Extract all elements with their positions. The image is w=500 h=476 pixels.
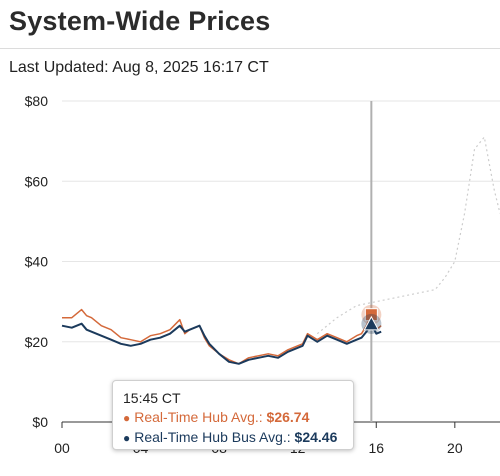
series-layer (61, 136, 500, 365)
navy-dot-icon: ● (123, 431, 131, 445)
y-tick-label-3: $60 (25, 173, 49, 189)
tooltip-label-hub-avg: Real-Time Hub Avg.: (134, 409, 263, 425)
chart-tooltip: 15:45 CT ● Real-Time Hub Avg.: $26.74 ● Re… (112, 380, 354, 450)
tooltip-time: 15:45 CT (123, 390, 181, 406)
y-tick-label-1: $20 (25, 334, 49, 350)
x-tick-label-5: 20 (447, 440, 463, 456)
header-divider (0, 48, 500, 49)
last-updated-text: Last Updated: Aug 8, 2025 16:17 CT (9, 59, 269, 76)
y-tick-label-4: $80 (25, 93, 49, 109)
series-line-2 (316, 136, 500, 335)
grid-layer (62, 100, 500, 423)
tooltip-row-hub-bus-avg: ● Real-Time Hub Bus Avg.: $24.46 (123, 428, 343, 448)
tooltip-row-hub-avg: ● Real-Time Hub Avg.: $26.74 (123, 408, 343, 428)
x-tick-label-4: 16 (368, 440, 384, 456)
marker-layer (361, 304, 382, 334)
y-tick-label-2: $40 (25, 254, 49, 270)
series-line-1 (61, 322, 382, 365)
tooltip-label-hub-bus-avg: Real-Time Hub Bus Avg.: (134, 429, 291, 445)
x-tick-label-0: 00 (54, 440, 70, 456)
tooltip-value-hub-avg: $26.74 (266, 409, 310, 425)
page-title: System-Wide Prices (9, 6, 271, 36)
y-tick-label-0: $0 (32, 414, 48, 430)
orange-dot-icon: ● (123, 411, 131, 425)
hub-bus-avg-hover-marker (363, 315, 380, 331)
tooltip-value-hub-bus-avg: $24.46 (294, 429, 338, 445)
